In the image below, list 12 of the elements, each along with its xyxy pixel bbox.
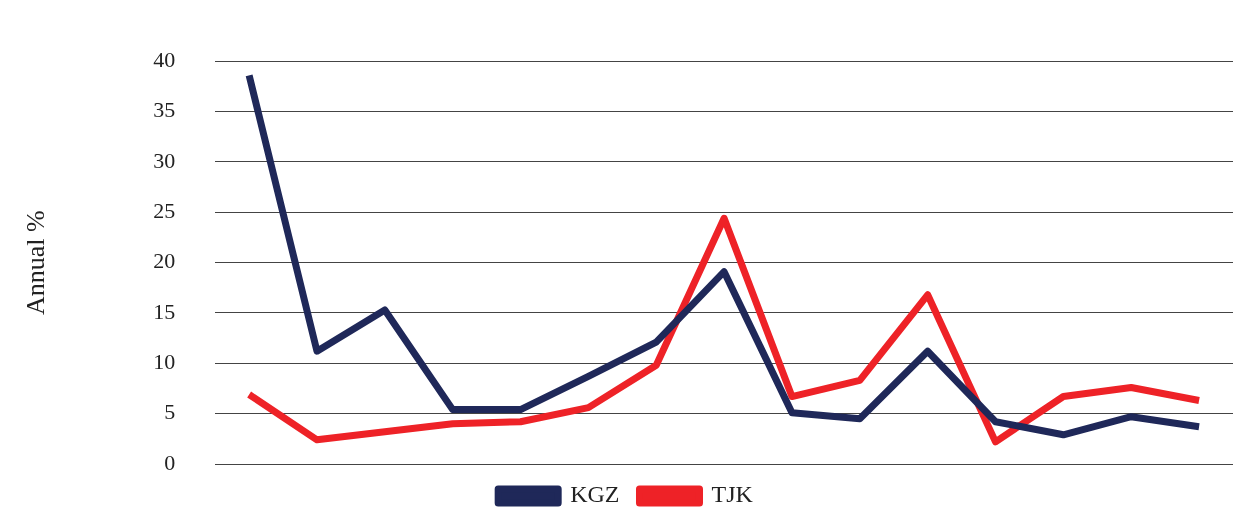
y-tick-label: 15 bbox=[153, 298, 176, 324]
legend-label: KGZ bbox=[570, 481, 620, 508]
y-tick-label: 0 bbox=[164, 449, 176, 475]
y-tick-label: 5 bbox=[164, 399, 176, 425]
y-axis-title: Annual % bbox=[21, 210, 51, 315]
legend-label: TJK bbox=[711, 481, 754, 508]
y-tick-label: 35 bbox=[153, 97, 176, 123]
y-tick-label: 20 bbox=[153, 248, 176, 274]
y-tick-label: 25 bbox=[153, 198, 176, 224]
y-tick-label: 30 bbox=[153, 147, 176, 173]
y-tick-label: 10 bbox=[153, 349, 176, 375]
y-tick-label: 40 bbox=[153, 46, 176, 72]
